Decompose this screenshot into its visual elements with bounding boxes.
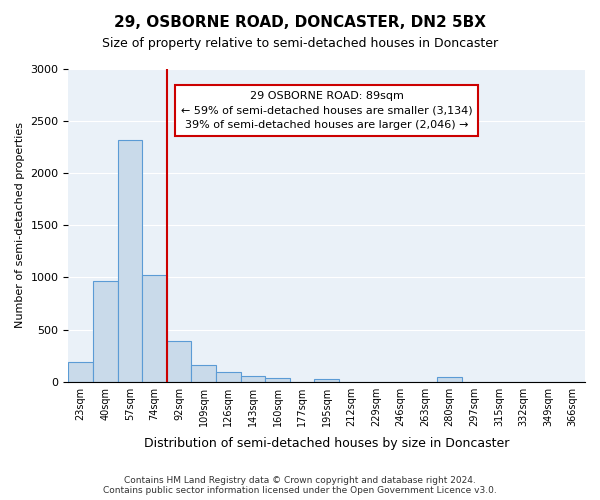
Text: 29, OSBORNE ROAD, DONCASTER, DN2 5BX: 29, OSBORNE ROAD, DONCASTER, DN2 5BX — [114, 15, 486, 30]
Y-axis label: Number of semi-detached properties: Number of semi-detached properties — [15, 122, 25, 328]
Text: 29 OSBORNE ROAD: 89sqm
← 59% of semi-detached houses are smaller (3,134)
39% of : 29 OSBORNE ROAD: 89sqm ← 59% of semi-det… — [181, 91, 473, 130]
Bar — [216, 372, 241, 382]
Bar — [142, 276, 167, 382]
Bar — [191, 366, 216, 382]
Bar — [265, 378, 290, 382]
X-axis label: Distribution of semi-detached houses by size in Doncaster: Distribution of semi-detached houses by … — [144, 437, 509, 450]
Bar — [93, 280, 118, 382]
Bar — [118, 140, 142, 382]
Text: Size of property relative to semi-detached houses in Doncaster: Size of property relative to semi-detach… — [102, 38, 498, 51]
Bar — [68, 362, 93, 382]
Bar — [167, 341, 191, 382]
Bar — [241, 376, 265, 382]
Bar — [437, 378, 462, 382]
Bar — [314, 378, 339, 382]
Text: Contains HM Land Registry data © Crown copyright and database right 2024.
Contai: Contains HM Land Registry data © Crown c… — [103, 476, 497, 495]
